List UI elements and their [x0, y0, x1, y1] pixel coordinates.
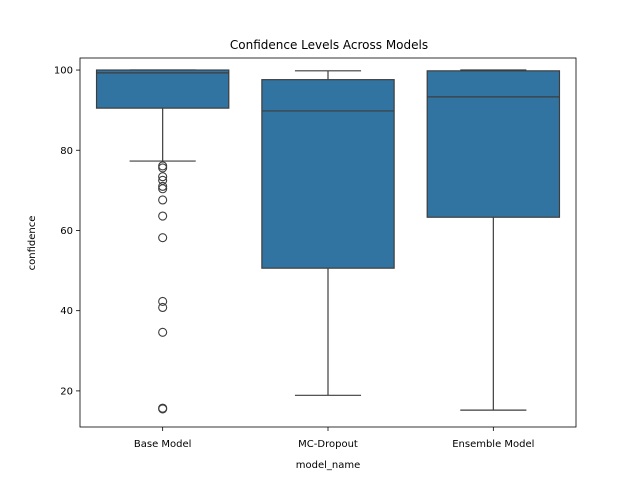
- outlier-point: [158, 211, 168, 221]
- outlier-point: [158, 404, 168, 414]
- box-group: [261, 70, 395, 396]
- outlier-point: [158, 163, 168, 173]
- y-axis-label: confidence: [27, 216, 38, 271]
- outlier-point: [158, 184, 168, 194]
- y-tick-label: 60: [60, 226, 73, 237]
- y-axis: 20 40 60 80 100: [54, 66, 80, 397]
- y-tick-label: 20: [60, 386, 73, 397]
- plot-area: [95, 69, 561, 414]
- box-group: [426, 69, 561, 411]
- y-tick-label: 80: [60, 146, 73, 157]
- box-iqr: [426, 70, 561, 218]
- y-tick-label: 40: [60, 306, 73, 317]
- x-tick-label: MC-Dropout: [298, 439, 358, 450]
- x-axis: Base Model MC-Dropout Ensemble Model: [134, 427, 534, 450]
- x-axis-label: model_name: [296, 460, 361, 471]
- outlier-point: [158, 302, 168, 313]
- outlier-point: [158, 233, 168, 243]
- outlier-point: [158, 296, 168, 307]
- x-tick-label: Base Model: [134, 439, 192, 450]
- outlier-point: [158, 181, 168, 191]
- box-group: [95, 69, 230, 414]
- box-iqr: [261, 79, 395, 269]
- box-iqr: [95, 69, 230, 109]
- outlier-point: [158, 327, 168, 337]
- chart-title: Confidence Levels Across Models: [230, 38, 428, 52]
- x-tick-label: Ensemble Model: [452, 439, 534, 450]
- outlier-point: [158, 172, 168, 182]
- y-tick-label: 100: [54, 66, 73, 77]
- outlier-point: [158, 195, 168, 205]
